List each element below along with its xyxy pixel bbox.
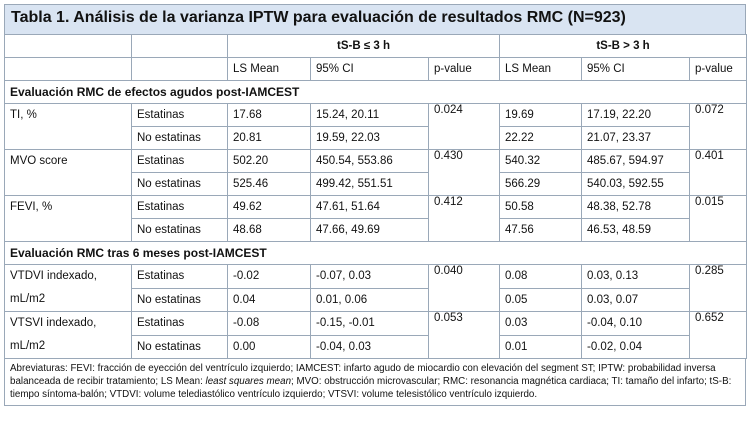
ci-cell: 0.03, 0.13 bbox=[581, 264, 691, 289]
ci-cell: -0.04, 0.10 bbox=[581, 311, 691, 336]
document-page: Tabla 1. Análisis de la varianza IPTW pa… bbox=[3, 4, 748, 440]
treatment-label: No estatinas bbox=[131, 287, 228, 312]
ls-mean-cell: 0.00 bbox=[227, 334, 311, 359]
results-table: tS-B ≤ 3 h tS-B > 3 h LS Mean 95% CI p-v… bbox=[3, 34, 748, 359]
ci-cell: 499.42, 551.51 bbox=[310, 172, 429, 196]
p-value-cell: 0.072 bbox=[689, 103, 748, 150]
table-row: MVO score Estatinas 502.20 450.54, 553.86 0.… bbox=[4, 149, 748, 196]
p-value-cell: 0.401 bbox=[689, 149, 748, 196]
section-header-row: Evaluación RMC tras 6 meses post-IAMCEST bbox=[3, 241, 748, 265]
group-header-long: tS-B > 3 h bbox=[499, 34, 748, 58]
footnote-italic: least squares mean bbox=[205, 376, 292, 388]
treatment-label: No estatinas bbox=[131, 334, 228, 359]
column-header: LS Mean bbox=[499, 57, 583, 81]
column-header: p-value bbox=[689, 57, 748, 81]
ci-cell: 450.54, 553.86 bbox=[310, 149, 429, 173]
ls-mean-cell: 49.62 bbox=[227, 195, 311, 219]
p-value-cell: 0.285 bbox=[689, 264, 748, 312]
ci-cell: 15.24, 20.11 bbox=[310, 103, 429, 127]
column-header: 95% CI bbox=[581, 57, 691, 81]
p-value-cell: 0.652 bbox=[689, 311, 748, 359]
table-row: FEVI, % Estatinas 49.62 47.61, 51.64 0.412 50… bbox=[4, 195, 748, 242]
footnote-text: Abreviaturas: FEVI: fracción de eyección… bbox=[10, 363, 716, 388]
table-row: No estatinas 0.00 -0.04, 0.03 0.01 -0.02, 0.… bbox=[5, 334, 747, 359]
section-title: Evaluación RMC de efectos agudos post-IA… bbox=[3, 80, 748, 104]
p-value-cell: 0.040 bbox=[427, 264, 501, 312]
ls-mean-cell: 0.05 bbox=[499, 287, 583, 312]
ci-cell: 485.67, 594.97 bbox=[581, 149, 691, 173]
ls-mean-cell: 540.32 bbox=[499, 149, 583, 173]
ls-mean-cell: 525.46 bbox=[227, 172, 311, 196]
ls-mean-cell: 566.29 bbox=[499, 172, 583, 196]
column-header: 95% CI bbox=[310, 57, 429, 81]
variable-name: VTSVI indexado, mL/m2 bbox=[4, 311, 132, 359]
column-header: p-value bbox=[427, 57, 501, 81]
ls-mean-cell: 0.04 bbox=[227, 287, 311, 312]
table-row: VTSVI indexado, mL/m2 Estatinas -0.08 -0.15… bbox=[4, 311, 748, 359]
ls-mean-cell: 50.58 bbox=[499, 195, 583, 219]
treatment-label: No estatinas bbox=[131, 126, 228, 150]
ci-cell: -0.04, 0.03 bbox=[310, 334, 429, 359]
treatment-label: Estatinas bbox=[131, 311, 228, 336]
ls-mean-cell: 0.03 bbox=[499, 311, 583, 336]
ls-mean-cell: 0.08 bbox=[499, 264, 583, 289]
ci-cell: 46.53, 48.59 bbox=[581, 218, 691, 242]
p-value-cell: 0.053 bbox=[427, 311, 501, 359]
section-header-row: Evaluación RMC de efectos agudos post-IA… bbox=[3, 80, 748, 104]
ls-mean-cell: 19.69 bbox=[499, 103, 583, 127]
section-title: Evaluación RMC tras 6 meses post-IAMCEST bbox=[3, 241, 748, 265]
p-value-cell: 0.015 bbox=[689, 195, 748, 242]
ls-mean-cell: 48.68 bbox=[227, 218, 311, 242]
ci-cell: 48.38, 52.78 bbox=[581, 195, 691, 219]
variable-name: MVO score bbox=[4, 149, 132, 196]
variable-name: TI, % bbox=[4, 103, 132, 150]
table-row: No estatinas 525.46 499.42, 551.51 566.29 54… bbox=[5, 172, 747, 196]
treatment-label: Estatinas bbox=[131, 195, 228, 219]
ci-cell: -0.07, 0.03 bbox=[310, 264, 429, 289]
ci-cell: 540.03, 592.55 bbox=[581, 172, 691, 196]
treatment-label: No estatinas bbox=[131, 172, 228, 196]
treatment-label: Estatinas bbox=[131, 149, 228, 173]
ci-cell: 47.66, 49.69 bbox=[310, 218, 429, 242]
table-row: No estatinas 20.81 19.59, 22.03 22.22 21.07,… bbox=[5, 126, 747, 150]
ls-mean-cell: -0.02 bbox=[227, 264, 311, 289]
ci-cell: 21.07, 23.37 bbox=[581, 126, 691, 150]
group-header-short: tS-B ≤ 3 h bbox=[226, 34, 501, 58]
table-row: VTDVI indexado, mL/m2 Estatinas -0.02 -0.07… bbox=[4, 264, 748, 312]
variable-name: FEVI, % bbox=[4, 195, 132, 242]
column-header: LS Mean bbox=[227, 57, 311, 81]
p-value-cell: 0.024 bbox=[427, 103, 501, 150]
variable-name: VTDVI indexado, mL/m2 bbox=[4, 264, 132, 312]
ci-cell: 47.61, 51.64 bbox=[310, 195, 429, 219]
footnote-text-end: ; MVO: obstrucción microvascular; RMC: r… bbox=[10, 376, 732, 401]
table-row: TI, % Estatinas 17.68 15.24, 20.11 0.024 19.6… bbox=[4, 103, 748, 150]
table-title: Tabla 1. Análisis de la varianza IPTW pa… bbox=[4, 4, 746, 34]
ls-mean-cell: 502.20 bbox=[227, 149, 311, 173]
column-header-row: LS Mean 95% CI p-value LS Mean 95% CI p-… bbox=[4, 57, 748, 81]
p-value-cell: 0.412 bbox=[427, 195, 501, 242]
ci-cell: -0.15, -0.01 bbox=[310, 311, 429, 336]
group-header-row: tS-B ≤ 3 h tS-B > 3 h bbox=[4, 34, 748, 58]
ls-mean-cell: 0.01 bbox=[499, 334, 583, 359]
table-row: No estatinas 0.04 0.01, 0.06 0.05 0.03, 0.07 bbox=[5, 287, 747, 312]
ci-cell: 0.01, 0.06 bbox=[310, 287, 429, 312]
footnote: Abreviaturas: FEVI: fracción de eyección… bbox=[4, 359, 746, 406]
treatment-label: Estatinas bbox=[131, 264, 228, 289]
table-row: No estatinas 48.68 47.66, 49.69 47.56 46.53,… bbox=[5, 218, 747, 242]
ls-mean-cell: 22.22 bbox=[499, 126, 583, 150]
treatment-label: Estatinas bbox=[131, 103, 228, 127]
ls-mean-cell: 17.68 bbox=[227, 103, 311, 127]
ls-mean-cell: -0.08 bbox=[227, 311, 311, 336]
ls-mean-cell: 47.56 bbox=[499, 218, 583, 242]
ci-cell: -0.02, 0.04 bbox=[581, 334, 691, 359]
ls-mean-cell: 20.81 bbox=[227, 126, 311, 150]
ci-cell: 19.59, 22.03 bbox=[310, 126, 429, 150]
ci-cell: 17.19, 22.20 bbox=[581, 103, 691, 127]
ci-cell: 0.03, 0.07 bbox=[581, 287, 691, 312]
treatment-label: No estatinas bbox=[131, 218, 228, 242]
p-value-cell: 0.430 bbox=[427, 149, 501, 196]
